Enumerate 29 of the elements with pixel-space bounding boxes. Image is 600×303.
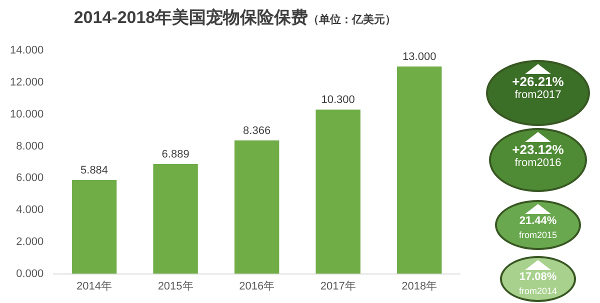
chart-subtitle: （单位：亿美元） — [308, 14, 396, 26]
y-tick-label: 8.000 — [16, 140, 44, 152]
chart-title: 2014-2018年美国宠物保险保费 — [74, 8, 308, 27]
oval-badge: 21.44% from2015 — [495, 200, 581, 250]
y-tick-label: 0.000 — [16, 268, 44, 280]
x-tick-label: 2017年 — [320, 280, 356, 292]
bar — [153, 164, 198, 274]
y-tick-label: 2.000 — [16, 236, 44, 248]
y-tick-label: 14.000 — [10, 44, 44, 57]
bar — [234, 140, 280, 274]
x-tick-label: 2016年 — [239, 280, 275, 292]
y-tick-label: 12.000 — [10, 76, 44, 89]
oval-badge: 17.08% from2014 — [500, 256, 576, 302]
bar — [397, 66, 442, 274]
x-tick-label: 2014年 — [76, 280, 112, 292]
y-tick-label: 4.000 — [16, 204, 44, 216]
x-tick-label: 2015年 — [158, 280, 194, 292]
data-label: 10.300 — [321, 94, 355, 106]
y-tick-label: 10.000 — [10, 108, 44, 120]
data-label: 6.889 — [162, 148, 190, 160]
data-label: 5.884 — [80, 164, 108, 177]
bar — [316, 110, 360, 274]
bar — [72, 180, 117, 274]
data-label: 13.000 — [402, 51, 436, 64]
y-tick-label: 6.000 — [16, 172, 44, 184]
oval-badge: +23.12% from2016 — [489, 128, 587, 192]
x-tick-label: 2018年 — [402, 280, 438, 292]
oval-badge: +26.21% from2017 — [486, 60, 590, 126]
data-label: 8.366 — [243, 124, 271, 137]
